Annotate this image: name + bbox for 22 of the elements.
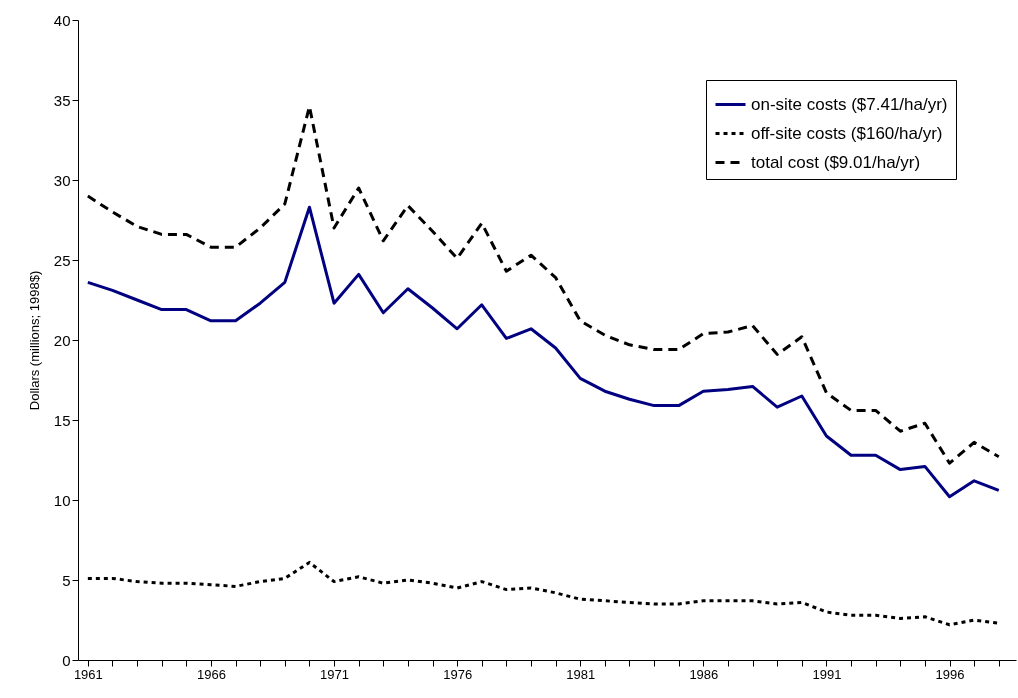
x-tick-label: 1991	[812, 666, 842, 682]
line-series	[86, 205, 1001, 499]
x-tick-label: 1976	[443, 666, 473, 682]
y-tick-label: 5	[62, 571, 71, 589]
x-tick-label: 1996	[935, 666, 965, 682]
y-tick-label: 30	[53, 171, 71, 189]
y-tick-label: 25	[53, 251, 71, 269]
x-tick-label: 1981	[566, 666, 596, 682]
x-tick-label: 1961	[73, 666, 103, 682]
y-tick-label: 20	[53, 331, 71, 349]
y-axis-title: Dollars (millions; 1998$)	[26, 270, 42, 411]
legend-label: on-site costs ($7.41/ha/yr)	[751, 94, 948, 114]
y-tick-label: 10	[53, 491, 71, 509]
x-tick-label: 1966	[196, 666, 226, 682]
y-tick-label: 15	[53, 411, 71, 429]
legend-label: total cost ($9.01/ha/yr)	[751, 152, 921, 172]
x-tick-label: 1971	[320, 666, 349, 682]
x-tick-label: 1986	[689, 666, 719, 682]
y-tick-label: 40	[53, 11, 71, 29]
legend-label: off-site costs ($160/ha/yr)	[751, 123, 943, 143]
y-tick-label: 0	[62, 651, 71, 669]
y-tick-label: 35	[53, 91, 71, 109]
